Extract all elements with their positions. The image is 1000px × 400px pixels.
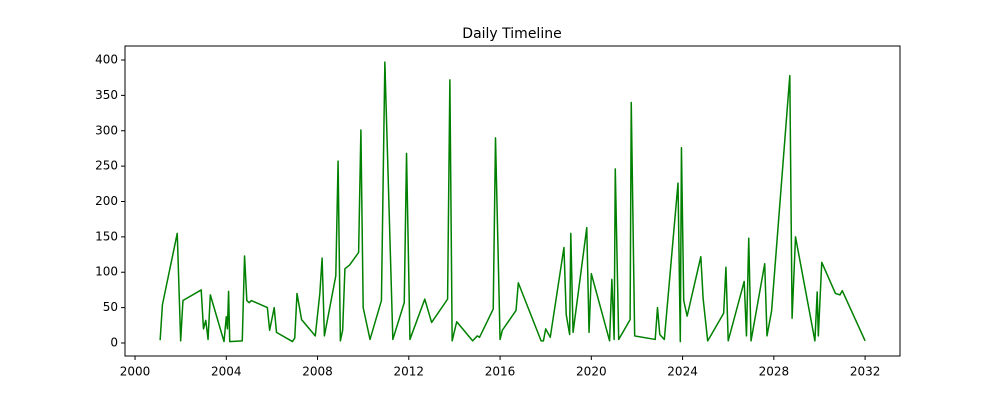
x-tick-label: 2000	[120, 365, 151, 379]
line	[159, 61, 866, 343]
y-tick-label: 100	[95, 265, 118, 279]
y-tick-label: 350	[95, 88, 118, 102]
y-tick-label: 300	[95, 123, 118, 137]
x-tick-label: 2028	[759, 365, 790, 379]
x-tick-label: 2004	[211, 365, 242, 379]
y-tick-label: 0	[110, 335, 118, 349]
x-tick-label: 2024	[667, 365, 698, 379]
y-tick-label: 400	[95, 53, 118, 67]
x-tick-label: 2016	[485, 365, 516, 379]
y-tick-label: 250	[95, 159, 118, 173]
y-tick-label: 200	[95, 194, 118, 208]
y-tick-label: 150	[95, 229, 118, 243]
chart-title: Daily Timeline	[462, 26, 561, 42]
x-tick-label: 2008	[302, 365, 333, 379]
x-tick-label: 2012	[394, 365, 425, 379]
plot-frame	[124, 45, 901, 357]
x-tick-label: 2032	[850, 365, 881, 379]
x-tick-label: 2020	[576, 365, 607, 379]
y-tick-label: 50	[103, 300, 118, 314]
